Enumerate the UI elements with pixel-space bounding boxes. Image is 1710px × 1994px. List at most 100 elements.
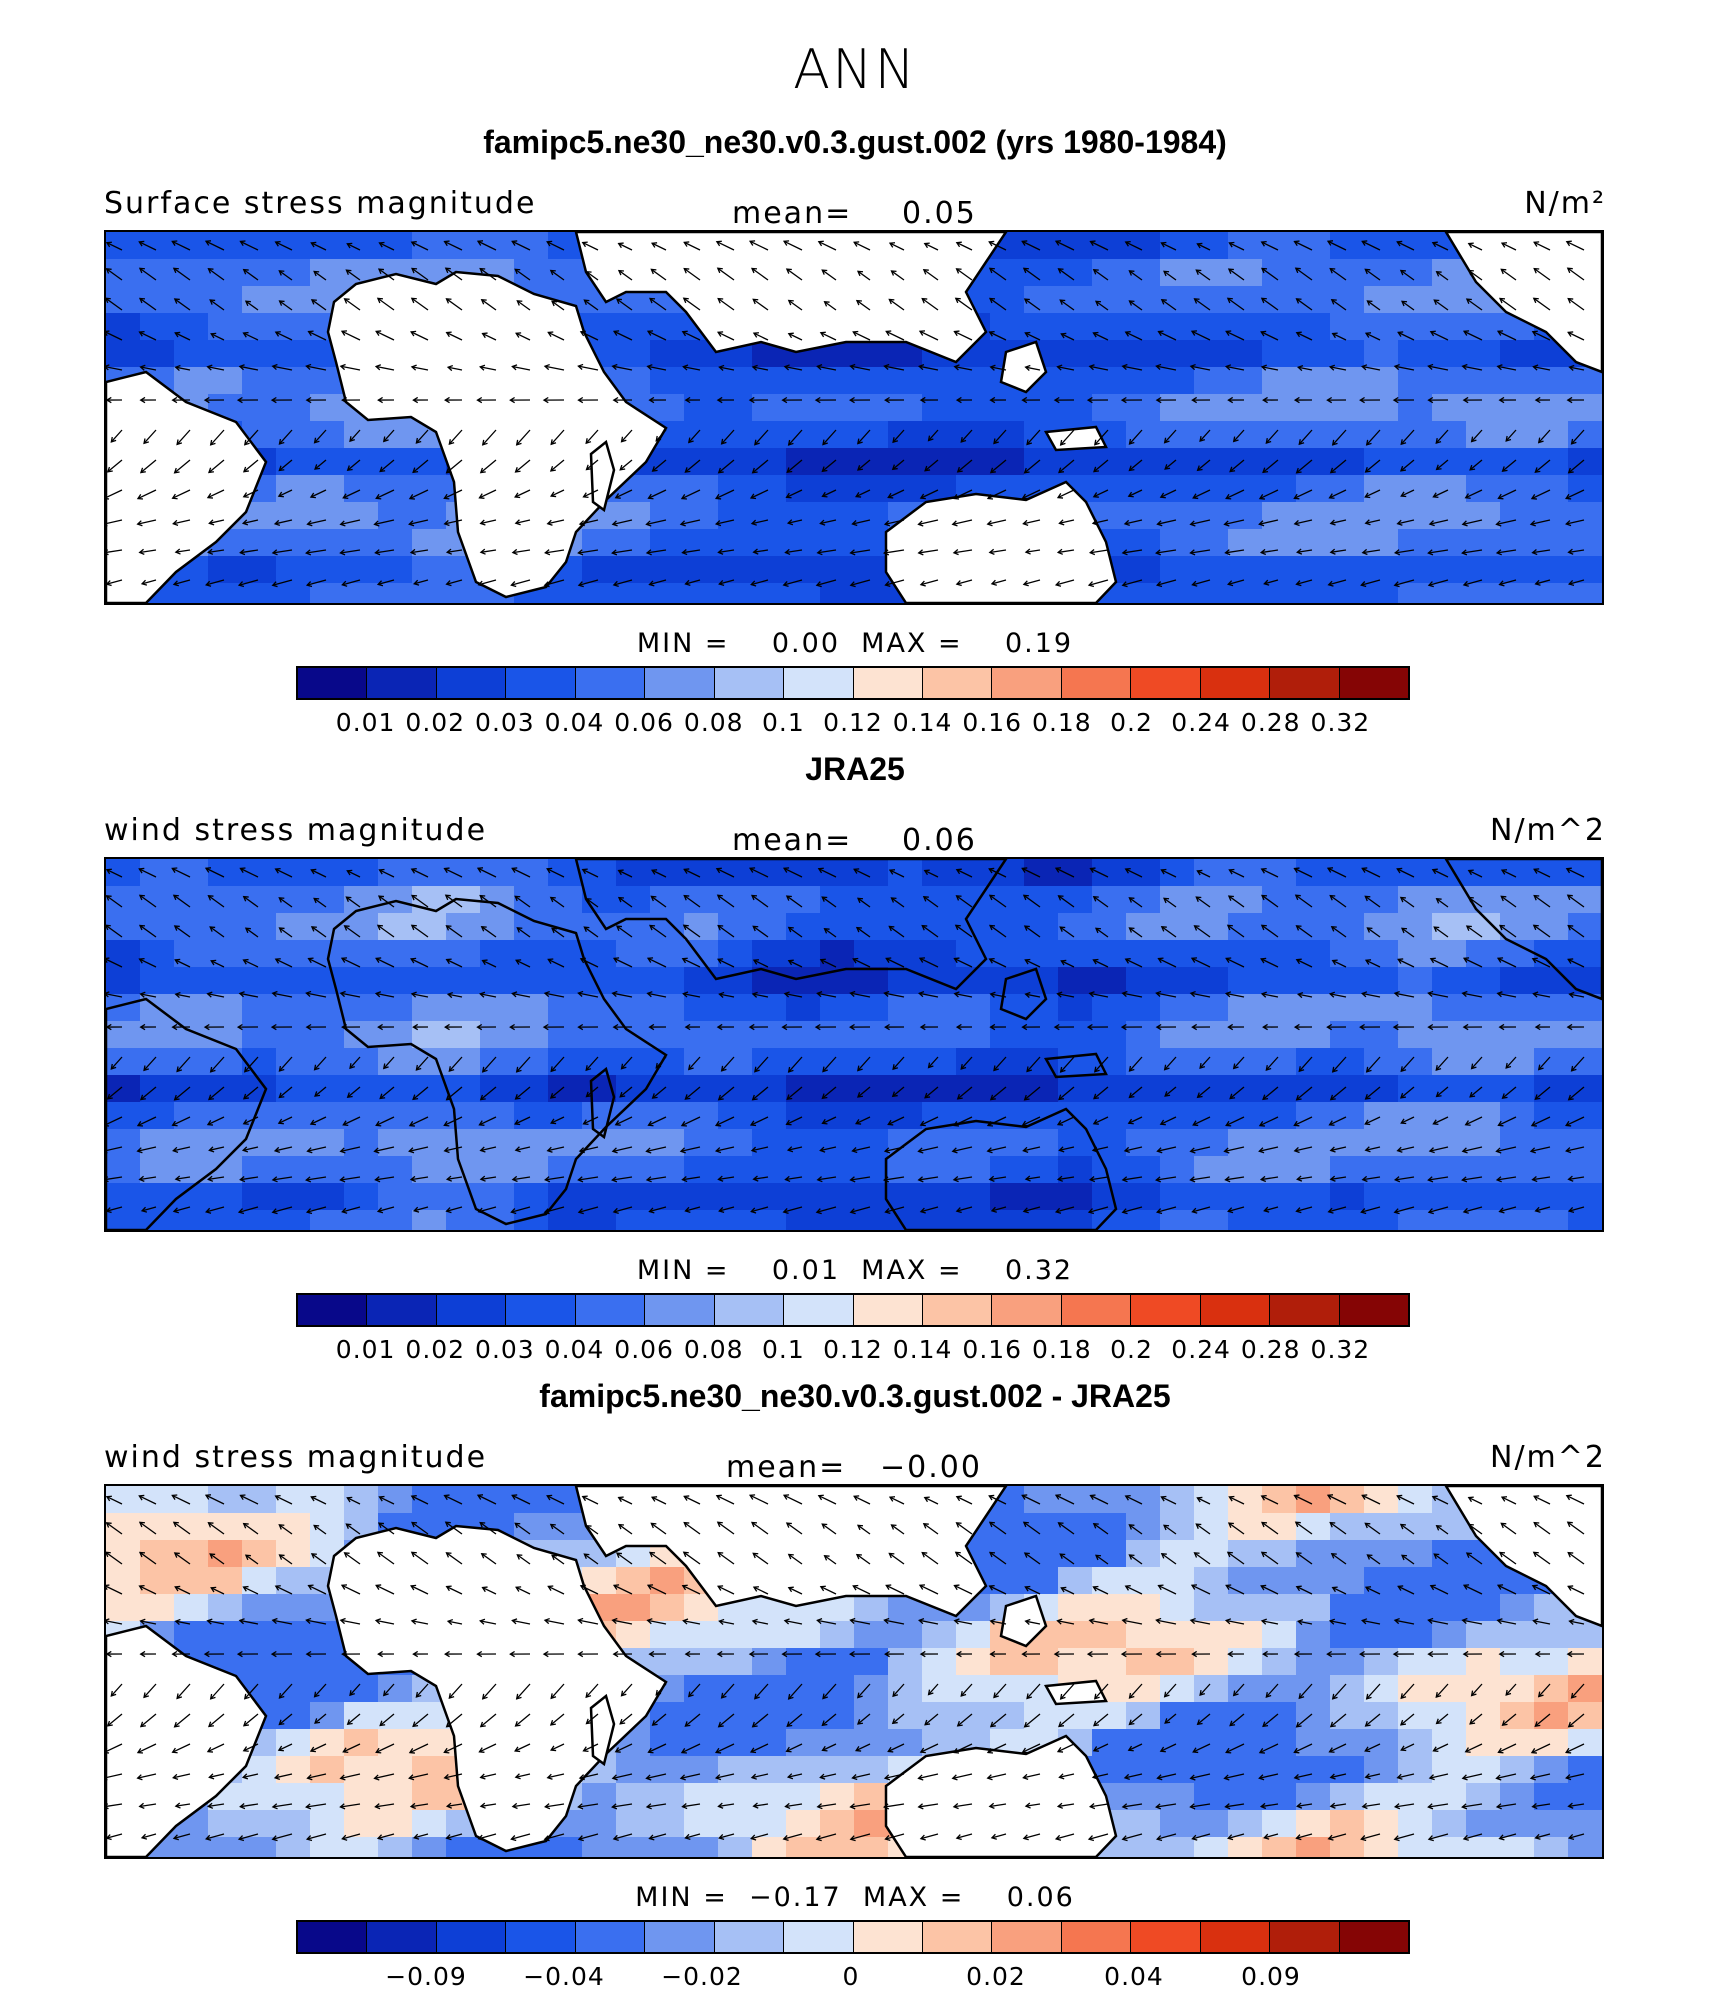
contour-cell [276, 448, 311, 476]
colorbar-swatch [715, 668, 784, 698]
contour-cell [1296, 1567, 1331, 1595]
contour-cell [378, 1783, 413, 1811]
contour-cell [786, 1621, 821, 1649]
contour-cell [616, 1156, 651, 1184]
contour-cell [1330, 1837, 1365, 1857]
contour-cell [1228, 475, 1263, 503]
contour-cell [1500, 367, 1535, 395]
contour-cell [888, 421, 923, 449]
contour-cell [650, 529, 685, 557]
contour-cell [718, 556, 753, 584]
colorbar-tick-label: 0.2 [1110, 708, 1153, 737]
contour-cell [1330, 1810, 1365, 1838]
contour-cell [1228, 1702, 1263, 1730]
contour-cell [718, 421, 753, 449]
contour-cell [956, 1621, 991, 1649]
contour-cell [1262, 475, 1297, 503]
colorbar-tick-label: 0.24 [1171, 708, 1231, 737]
contour-cell [1228, 1021, 1263, 1049]
colorbar-swatch [576, 1922, 645, 1952]
contour-cell [208, 367, 243, 395]
contour-cell [1058, 340, 1093, 368]
contour-cell [616, 1102, 651, 1130]
contour-cell [242, 913, 277, 941]
contour-cell [820, 394, 855, 422]
contour-cell [276, 340, 311, 368]
contour-cell [1534, 1621, 1569, 1649]
contour-cell [1534, 556, 1569, 584]
contour-cell [310, 394, 345, 422]
contour-cell [1092, 1075, 1127, 1103]
contour-cell [922, 1021, 957, 1049]
contour-cell [378, 232, 413, 260]
contour-cell [854, 1594, 889, 1622]
contour-cell [1296, 994, 1331, 1022]
contour-cell [1364, 1210, 1399, 1230]
contour-cell [1296, 1183, 1331, 1211]
contour-cell [1160, 1756, 1195, 1784]
contour-cell [310, 1129, 345, 1157]
contour-cell [276, 1648, 311, 1676]
contour-cell [1024, 1183, 1059, 1211]
contour-cell [1296, 313, 1331, 341]
contour-cell [922, 448, 957, 476]
contour-cell [1398, 1210, 1433, 1230]
contour-cell [752, 367, 787, 395]
contour-cell [1228, 1183, 1263, 1211]
contour-cell [1058, 394, 1093, 422]
contour-cell [650, 1810, 685, 1838]
contour-cell [1330, 1729, 1365, 1757]
contour-cell [650, 475, 685, 503]
contour-cell [1466, 1837, 1501, 1857]
contour-cell [378, 556, 413, 584]
contour-cell [820, 1156, 855, 1184]
contour-cell [548, 1837, 583, 1857]
contour-cell [1126, 1648, 1161, 1676]
contour-cell [1466, 367, 1501, 395]
contour-cell [1024, 232, 1059, 260]
contour-cell [650, 1702, 685, 1730]
contour-cell [650, 859, 685, 887]
colorbar-swatch [1131, 1922, 1200, 1952]
contour-cell [1398, 448, 1433, 476]
contour-cell [752, 1837, 787, 1857]
contour-cell [582, 556, 617, 584]
contour-cell [1194, 367, 1229, 395]
contour-cell [1398, 1621, 1433, 1649]
contour-cell [344, 475, 379, 503]
contour-cell [378, 448, 413, 476]
contour-cell [1296, 340, 1331, 368]
map-panel [104, 1484, 1604, 1859]
contour-cell [276, 1756, 311, 1784]
contour-cell [310, 502, 345, 530]
contour-cell [1262, 313, 1297, 341]
contour-cell [1092, 1621, 1127, 1649]
contour-cell [1330, 232, 1365, 260]
contour-cell [956, 913, 991, 941]
map-panel [104, 230, 1604, 605]
contour-cell [1534, 1210, 1569, 1230]
colorbar-swatch [506, 1922, 575, 1952]
contour-cell [378, 1102, 413, 1130]
contour-cell [854, 475, 889, 503]
contour-cell [208, 1210, 243, 1230]
contour-cell [684, 1675, 719, 1703]
contour-cell [1058, 994, 1093, 1022]
contour-cell [1092, 1729, 1127, 1757]
contour-cell [548, 994, 583, 1022]
contour-cell [1262, 1540, 1297, 1568]
contour-cell [1364, 1102, 1399, 1130]
contour-cell [1534, 1756, 1569, 1784]
contour-cell [276, 859, 311, 887]
contour-cell [1330, 1756, 1365, 1784]
contour-cell [1228, 967, 1263, 995]
contour-cell [820, 1102, 855, 1130]
colorbar-swatch [854, 668, 923, 698]
contour-cell [1398, 1756, 1433, 1784]
contour-cell [310, 1075, 345, 1103]
colorbar-swatch [1131, 668, 1200, 698]
contour-cell [344, 1021, 379, 1049]
contour-cell [344, 502, 379, 530]
contour-cell [1398, 940, 1433, 968]
contour-cell [276, 1837, 311, 1857]
